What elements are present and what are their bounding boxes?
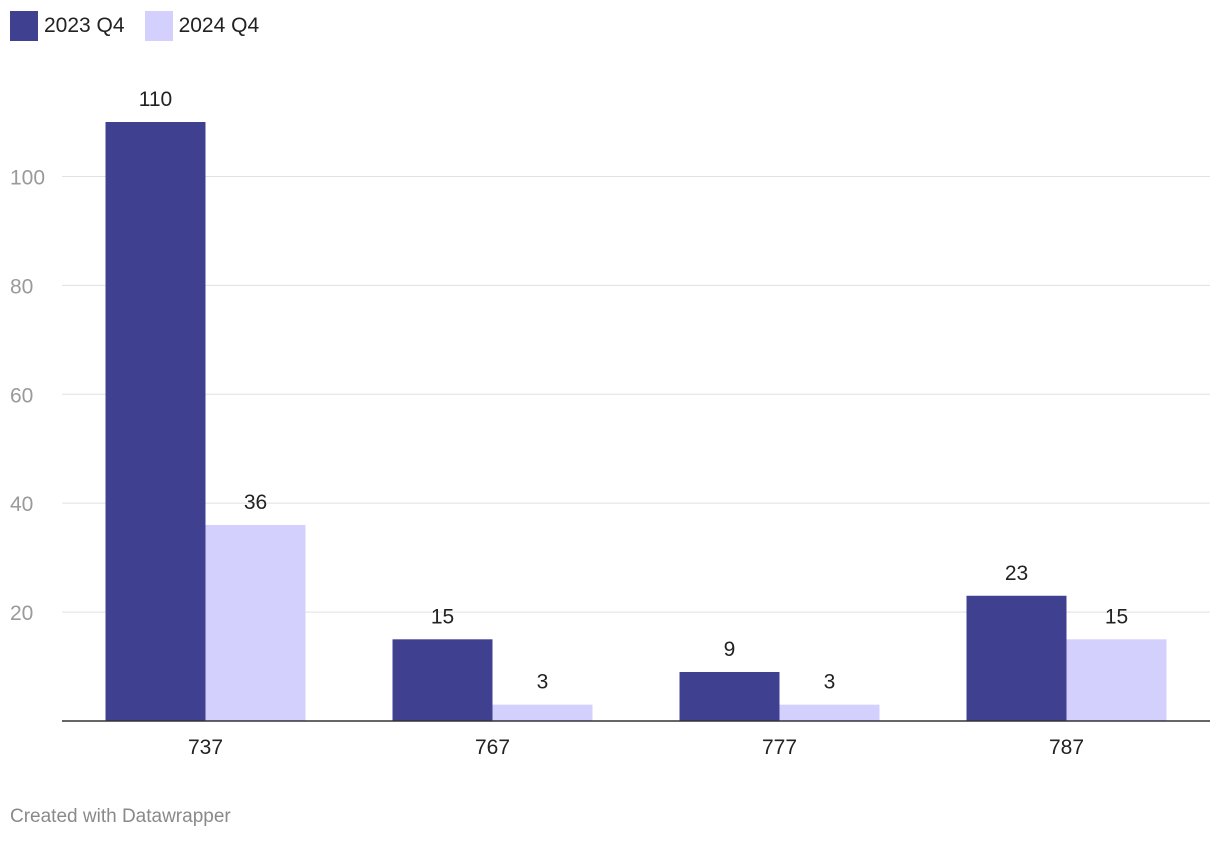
bar — [966, 595, 1067, 721]
footer-credit: Created with Datawrapper — [10, 806, 231, 827]
bar — [779, 704, 880, 721]
legend-label-2024-q4: 2024 Q4 — [178, 14, 260, 37]
legend-swatch-2024-q4 — [144, 11, 173, 41]
data-label: 3 — [824, 671, 836, 694]
x-tick-label: 767 — [475, 736, 510, 759]
y-tick-label: 100 — [10, 166, 45, 189]
y-tick-label: 80 — [10, 275, 33, 298]
data-label: 15 — [431, 605, 454, 628]
legend-item-2023-q4: 2023 Q4 — [10, 11, 125, 41]
bar — [392, 639, 493, 721]
legend-label-2023-q4: 2023 Q4 — [44, 14, 125, 37]
y-tick-label: 20 — [10, 602, 33, 625]
y-tick-label: 60 — [10, 384, 33, 407]
x-tick-label: 777 — [762, 736, 797, 759]
bar — [1066, 639, 1167, 721]
legend-item-2024-q4: 2024 Q4 — [144, 11, 260, 41]
bar — [105, 122, 206, 721]
bar — [205, 524, 306, 721]
data-label: 3 — [537, 671, 549, 694]
bar — [679, 671, 780, 721]
data-label: 110 — [139, 88, 172, 111]
legend: 2023 Q4 2024 Q4 — [10, 11, 279, 41]
y-tick-label: 40 — [10, 493, 33, 516]
bar — [492, 704, 593, 721]
data-label: 36 — [244, 491, 267, 514]
legend-swatch-2023-q4 — [10, 11, 38, 41]
x-tick-label: 737 — [188, 736, 223, 759]
data-label: 23 — [1005, 562, 1028, 585]
x-tick-label: 787 — [1049, 736, 1084, 759]
data-label: 9 — [724, 638, 736, 661]
data-label: 15 — [1105, 605, 1128, 628]
